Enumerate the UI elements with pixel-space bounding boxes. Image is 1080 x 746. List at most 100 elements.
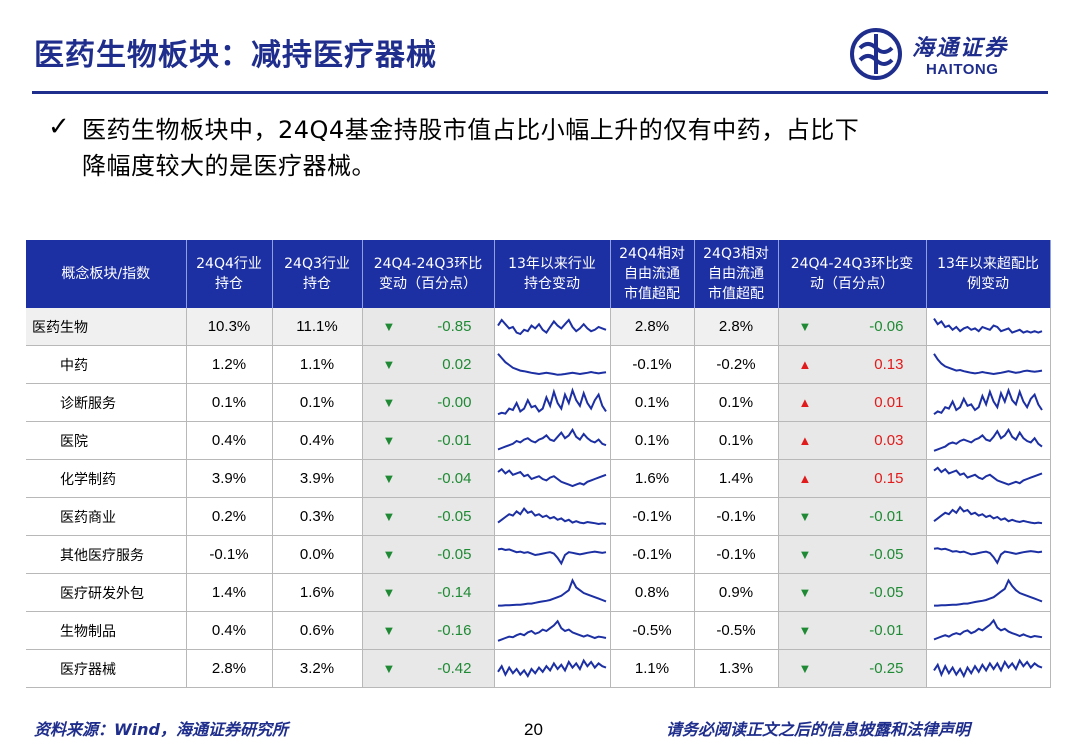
change-value: ▼ 0.02 [363, 356, 494, 373]
change-number: -0.01 [869, 508, 904, 525]
trend-line [498, 577, 607, 607]
trend-sparkline [934, 577, 1043, 607]
change-value: ▲ 0.03 [779, 432, 926, 449]
change-cell: ▼ 0.02 [362, 345, 495, 384]
overweight-trend-cell [926, 573, 1051, 612]
change-value: ▼ -0.16 [363, 622, 494, 639]
trend-sparkline [497, 506, 607, 525]
q4-overweight: 1.6% [610, 459, 695, 498]
column-header-line: 动（百分点） [810, 276, 894, 292]
change-number: -0.04 [437, 470, 472, 487]
sector-name: 医药商业 [26, 497, 187, 536]
down-arrow-icon: ▼ [798, 509, 812, 524]
column-header: 13年以来行业 持仓变动 [494, 240, 611, 308]
column-header-line: 自由流通 [624, 266, 680, 282]
haitong-logo-icon [850, 28, 902, 80]
q3-holding: 1.6% [272, 573, 363, 612]
down-arrow-icon: ▼ [382, 433, 396, 448]
q3-overweight: -0.1% [694, 535, 779, 574]
change-number: -0.05 [869, 546, 904, 563]
change-number: 0.02 [442, 356, 472, 373]
column-header-line: 持仓 [303, 276, 331, 292]
sector-name: 医药生物 [26, 308, 187, 346]
trend-sparkline [497, 317, 607, 335]
overweight-trend-cell [926, 611, 1051, 650]
change-number: 0.15 [874, 470, 904, 487]
down-arrow-icon: ▼ [382, 661, 396, 676]
trend-sparkline [497, 547, 607, 565]
column-header-line: 24Q3相对 [703, 246, 769, 262]
holding-trend-cell [494, 535, 611, 574]
overweight-trend-cell [926, 535, 1051, 574]
change-cell: ▲ 0.01 [778, 383, 927, 422]
q4-overweight: -0.1% [610, 497, 695, 536]
trend-sparkline [497, 427, 607, 450]
footer-source: 资料来源：Wind，海通证券研究所 [34, 720, 288, 739]
change-number: -0.06 [869, 318, 904, 335]
holding-trend-cell [494, 345, 611, 384]
sector-name: 生物制品 [26, 611, 187, 650]
table-row: 医疗研发外包 1.4% 1.6% ▼ -0.14 0.8% 0.9% ▼ -0.05 [26, 573, 1051, 612]
trend-line [497, 618, 607, 642]
column-header-line: 24Q4相对 [619, 246, 685, 262]
change-number: -0.01 [869, 622, 904, 639]
trend-line [497, 386, 607, 415]
trend-sparkline [497, 618, 607, 642]
q3-overweight: -0.2% [694, 345, 779, 384]
overweight-trend-cell [926, 383, 1051, 422]
down-arrow-icon: ▼ [798, 547, 812, 562]
q4-holding: 3.9% [186, 459, 273, 498]
column-header-line: 13年以来超配比 [937, 256, 1039, 272]
q3-holding: 0.1% [272, 383, 363, 422]
trend-sparkline [933, 546, 1043, 565]
key-point-line-1: 医药生物板块中，24Q4基金持股市值占比小幅上升的仅有中药，占比下 [82, 116, 860, 144]
q4-overweight: -0.1% [610, 535, 695, 574]
sector-name: 医疗器械 [26, 649, 187, 688]
change-number: -0.01 [437, 432, 472, 449]
change-cell: ▲ 0.03 [778, 421, 927, 460]
q4-holding: 2.8% [186, 649, 273, 688]
change-cell: ▼ -0.01 [778, 611, 927, 650]
trend-line [933, 505, 1043, 524]
column-header: 13年以来超配比 例变动 [926, 240, 1051, 308]
change-value: ▼ -0.04 [363, 470, 494, 487]
column-header: 24Q3相对 自由流通 市值超配 [694, 240, 779, 308]
column-header-line: 13年以来行业 [508, 256, 596, 272]
holding-trend-cell [494, 459, 611, 498]
table-row: 生物制品 0.4% 0.6% ▼ -0.16 -0.5% -0.5% ▼ -0.01 [26, 611, 1051, 650]
trend-line [497, 427, 607, 450]
sector-name: 医院 [26, 421, 187, 460]
trend-sparkline [497, 658, 607, 678]
down-arrow-icon: ▼ [382, 319, 396, 334]
column-header-line: 持仓 [215, 276, 243, 292]
down-arrow-icon: ▼ [798, 319, 812, 334]
sector-name: 化学制药 [26, 459, 187, 498]
change-value: ▼ -0.85 [363, 318, 494, 335]
trend-line [497, 506, 607, 525]
q3-overweight: -0.5% [694, 611, 779, 650]
trend-line [933, 546, 1043, 565]
change-number: -0.16 [437, 622, 472, 639]
column-header-line: 市值超配 [708, 286, 764, 302]
up-arrow-icon: ▲ [798, 357, 812, 372]
change-cell: ▲ 0.13 [778, 345, 927, 384]
trend-sparkline [933, 317, 1043, 334]
down-arrow-icon: ▼ [382, 471, 396, 486]
table-body: 医药生物 10.3% 11.1% ▼ -0.85 2.8% 2.8% ▼ -0.06 中药 1.2%… [26, 308, 1051, 688]
q4-holding: 0.2% [186, 497, 273, 536]
table-row: 诊断服务 0.1% 0.1% ▼ -0.00 0.1% 0.1% ▲ 0.01 [26, 383, 1051, 422]
sector-name: 诊断服务 [26, 383, 187, 422]
column-header-line: 变动（百分点） [379, 276, 477, 292]
q4-holding: 1.4% [186, 573, 273, 612]
trend-sparkline [933, 386, 1043, 415]
q3-holding: 0.6% [272, 611, 363, 650]
q3-holding: 0.3% [272, 497, 363, 536]
change-cell: ▲ 0.15 [778, 459, 927, 498]
change-value: ▼ -0.06 [779, 318, 926, 335]
q4-overweight: 1.1% [610, 649, 695, 688]
holding-trend-cell [494, 497, 611, 536]
q4-holding: 0.4% [186, 421, 273, 460]
q3-holding: 3.9% [272, 459, 363, 498]
change-number: -0.14 [437, 584, 472, 601]
change-value: ▼ -0.25 [779, 660, 926, 677]
